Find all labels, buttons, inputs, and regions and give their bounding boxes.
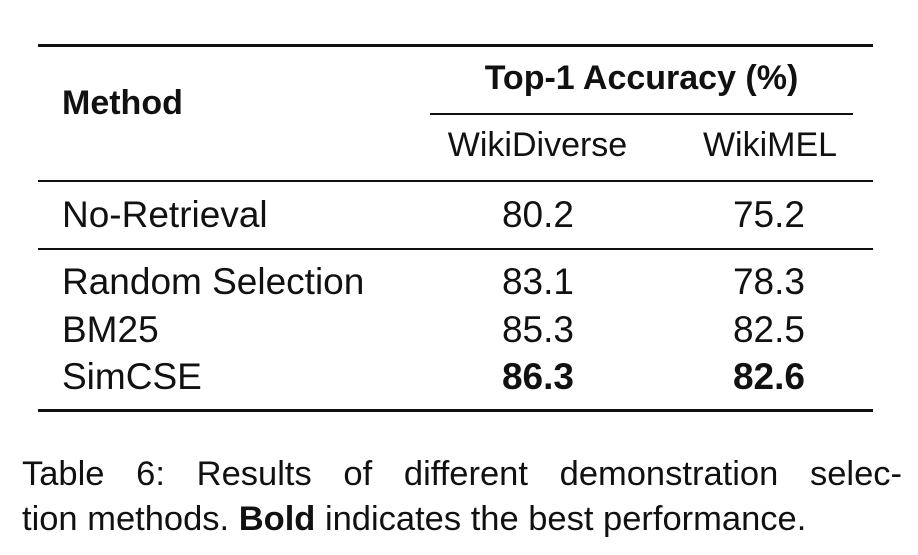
table-cell-wikidiverse-best: 86.3 <box>501 356 574 397</box>
accuracy-group-header: Top-1 Accuracy (%) <box>484 59 799 97</box>
caption-line-2-start: tion methods. <box>22 500 239 538</box>
bottom-rule <box>38 409 873 412</box>
table-row-method: No-Retrieval <box>62 194 268 235</box>
table-cell-wikimel: 82.5 <box>732 309 805 350</box>
table-row-method: BM25 <box>62 309 159 350</box>
group-underline <box>430 113 853 115</box>
table-cell-wikidiverse: 85.3 <box>501 309 574 350</box>
table-cell-wikimel-best: 82.6 <box>732 356 805 397</box>
table-row-method: Random Selection <box>62 261 365 302</box>
method-header: Method <box>62 84 183 122</box>
column-header-wikidiverse: WikiDiverse <box>447 126 628 164</box>
top-rule <box>38 44 873 47</box>
caption-line-2: tion methods. Bold indicates the best pe… <box>22 497 902 542</box>
caption-line-1: Table 6: Results of different demonstrat… <box>22 455 902 493</box>
table-cell-wikidiverse: 80.2 <box>501 194 574 235</box>
header-rule <box>38 180 873 182</box>
table-caption: Table 6: Results of different demonstrat… <box>22 452 902 542</box>
table-cell-wikimel: 78.3 <box>732 261 805 302</box>
table-cell-wikimel: 75.2 <box>732 194 805 235</box>
caption-bold-word: Bold <box>238 500 316 538</box>
caption-line-2-end: indicates the best performance. <box>315 500 807 538</box>
column-header-wikimel: WikiMEL <box>702 126 838 164</box>
table-row-method: SimCSE <box>62 356 202 397</box>
mid-rule <box>38 248 873 250</box>
table-cell-wikidiverse: 83.1 <box>501 261 574 302</box>
